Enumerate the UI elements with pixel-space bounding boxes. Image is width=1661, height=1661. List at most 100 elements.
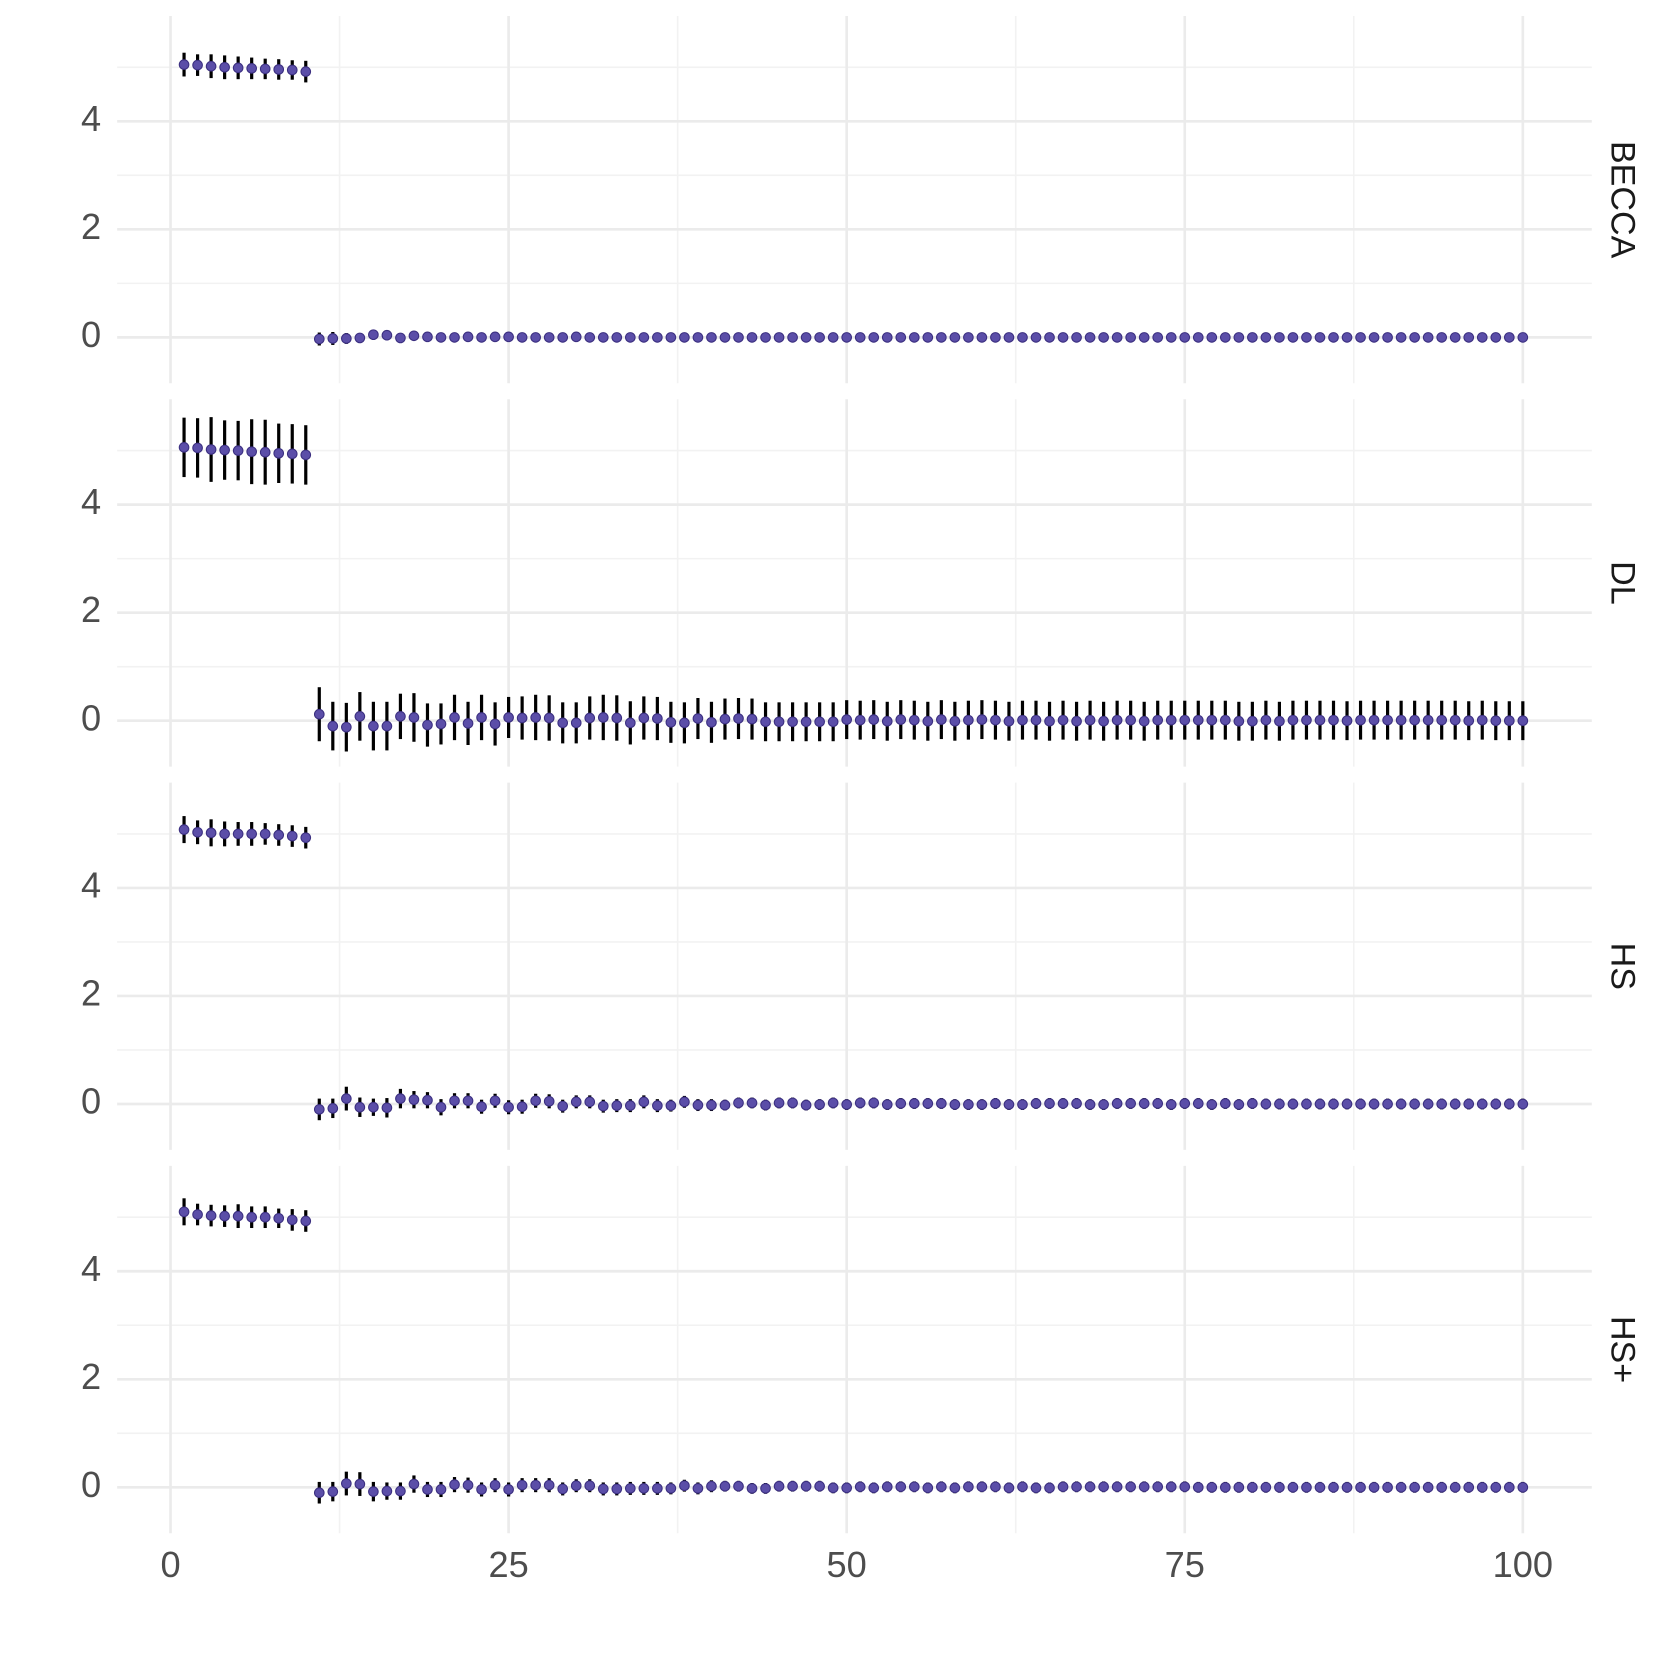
point	[773, 1480, 785, 1492]
point	[881, 1481, 893, 1493]
point	[286, 1214, 298, 1226]
point	[1314, 1481, 1326, 1493]
point	[624, 1100, 636, 1111]
point	[1247, 1481, 1258, 1493]
point	[1517, 332, 1529, 343]
point	[1206, 332, 1218, 343]
point	[949, 332, 961, 343]
point	[1395, 1098, 1407, 1110]
point	[368, 329, 379, 341]
point	[1192, 714, 1204, 726]
point	[1355, 332, 1366, 343]
point	[976, 332, 988, 343]
point	[760, 1483, 771, 1494]
point	[1165, 714, 1177, 726]
y-tick-label: 2	[81, 1356, 101, 1397]
point	[1219, 332, 1231, 343]
point	[854, 714, 866, 726]
point	[313, 333, 325, 345]
point	[611, 332, 623, 343]
point	[638, 1483, 650, 1494]
point	[341, 721, 352, 733]
point	[800, 332, 812, 343]
point	[1368, 714, 1380, 726]
point	[327, 1486, 339, 1497]
point	[489, 331, 501, 343]
point	[1449, 1098, 1461, 1110]
point	[232, 62, 244, 74]
point	[435, 1484, 447, 1495]
y-tick-label: 4	[81, 864, 101, 905]
point	[1206, 1099, 1218, 1110]
point	[381, 1485, 393, 1497]
point	[1355, 1481, 1366, 1493]
point	[895, 714, 907, 725]
point	[408, 1478, 420, 1490]
point	[1179, 714, 1191, 726]
point	[368, 1101, 379, 1113]
y-tick-label: 2	[81, 206, 101, 247]
point	[286, 64, 298, 76]
point	[192, 442, 203, 454]
point	[584, 1096, 596, 1108]
point	[1260, 714, 1272, 726]
point	[679, 332, 690, 343]
point	[381, 720, 393, 732]
point	[1287, 332, 1299, 343]
point	[543, 1095, 555, 1107]
point	[1125, 1481, 1136, 1493]
point	[1274, 1481, 1285, 1493]
point	[1368, 1481, 1380, 1493]
point	[516, 1479, 528, 1491]
y-tick-label: 4	[81, 481, 101, 522]
point	[273, 64, 285, 75]
point	[1057, 714, 1069, 726]
point	[692, 1099, 704, 1111]
point	[1463, 1481, 1475, 1493]
point	[1003, 715, 1015, 727]
point	[435, 1101, 447, 1113]
point	[908, 332, 920, 343]
point	[719, 1099, 731, 1111]
y-tick-label: 0	[81, 314, 101, 355]
point	[178, 824, 190, 835]
point	[543, 1479, 555, 1491]
y-tick-label: 2	[81, 589, 101, 630]
point	[1125, 1098, 1136, 1109]
point	[584, 332, 596, 343]
point	[246, 1211, 257, 1223]
point	[1463, 715, 1475, 727]
point	[868, 332, 880, 343]
point	[1017, 1099, 1028, 1110]
point	[597, 1100, 609, 1112]
point	[1328, 714, 1339, 726]
point	[692, 713, 704, 724]
point	[1341, 1481, 1353, 1493]
point	[814, 1099, 825, 1110]
point	[273, 829, 285, 841]
point	[1449, 714, 1461, 726]
point	[1476, 714, 1488, 726]
point	[570, 1096, 582, 1108]
point	[719, 1480, 731, 1492]
point	[503, 1101, 514, 1113]
point	[462, 1479, 474, 1491]
point	[1503, 332, 1515, 343]
point	[584, 1480, 596, 1492]
point	[773, 332, 785, 343]
point	[692, 1483, 704, 1494]
point	[354, 332, 366, 344]
point	[1287, 1098, 1299, 1110]
point	[246, 63, 257, 74]
point	[746, 332, 758, 343]
point	[1409, 1481, 1420, 1493]
point	[1138, 715, 1150, 727]
point	[1503, 1481, 1515, 1493]
facet-label: BECCA	[1604, 141, 1642, 259]
y-tick-label: 0	[81, 1081, 101, 1122]
point	[908, 714, 920, 726]
point	[341, 1478, 352, 1489]
point	[192, 1209, 203, 1220]
point	[1260, 1098, 1272, 1110]
point	[922, 1098, 934, 1109]
